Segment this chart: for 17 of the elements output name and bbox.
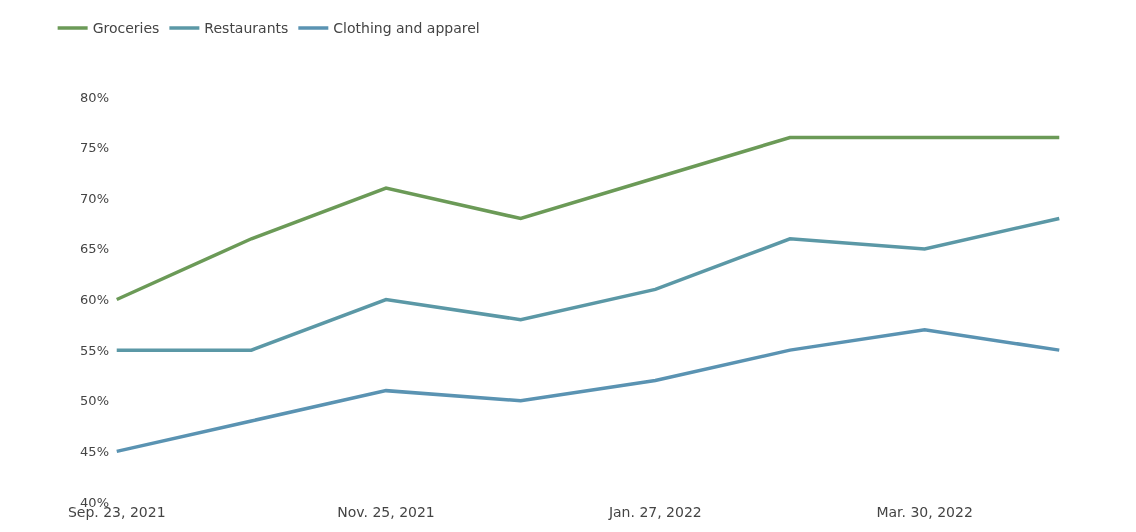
line-series — [114, 135, 1062, 302]
line-series — [114, 216, 1062, 352]
x-tick-label: Jan. 27, 2022 — [607, 504, 702, 520]
y-tick-label: 70% — [80, 190, 109, 206]
legend-label: Groceries — [92, 20, 160, 37]
x-tick-label: Nov. 25, 2021 — [337, 504, 435, 520]
line-series — [114, 328, 1062, 454]
legend-label: Clothing and apparel — [333, 20, 480, 37]
y-tick-label: 75% — [80, 140, 109, 156]
y-tick-label: 45% — [80, 443, 109, 459]
y-tick-label: 50% — [80, 393, 109, 409]
y-tick-label: 80% — [80, 89, 109, 105]
y-tick-label: 65% — [80, 241, 109, 257]
y-tick-label: 60% — [80, 292, 109, 308]
y-tick-label: 55% — [80, 342, 109, 358]
legend-label: Restaurants — [204, 20, 289, 37]
x-tick-label: Mar. 30, 2022 — [876, 504, 973, 520]
